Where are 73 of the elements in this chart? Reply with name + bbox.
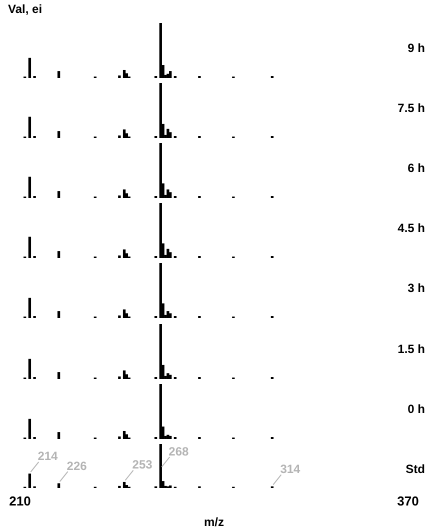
bar: [166, 128, 170, 138]
x-tick-label: 210: [9, 493, 31, 508]
bar: [118, 75, 121, 78]
text: 1.5 h: [398, 342, 425, 356]
annotation: 214: [38, 448, 58, 463]
bar: [57, 251, 60, 258]
bar: [166, 311, 170, 318]
text: 6 h: [408, 161, 425, 176]
bar: [118, 316, 121, 318]
bar: [122, 370, 126, 378]
bar: [159, 384, 162, 439]
bar: [166, 190, 170, 198]
bar: [159, 23, 162, 78]
text: 0 h: [408, 402, 425, 416]
bar: [122, 310, 126, 318]
bar: [169, 436, 172, 439]
bar: [169, 314, 172, 318]
bar: [57, 71, 60, 78]
x-axis-title: m/z: [204, 514, 224, 529]
bar: [57, 372, 60, 378]
bar: [122, 70, 126, 78]
bar: [169, 485, 172, 488]
annotation: 314: [280, 462, 301, 476]
bar: [169, 132, 172, 138]
bar: [166, 249, 170, 258]
bar: [118, 376, 121, 378]
bar: [125, 314, 128, 318]
bar: [125, 374, 128, 378]
bar: [57, 482, 60, 488]
bar: [166, 372, 170, 378]
bar: [57, 131, 60, 138]
bar: [169, 192, 172, 198]
bar: [28, 418, 32, 439]
bar: [169, 374, 172, 378]
bar: [28, 58, 32, 78]
text: 3 h: [408, 281, 425, 296]
bar: [118, 196, 121, 198]
bar: [125, 254, 128, 258]
bar: [57, 191, 60, 198]
text: Std: [406, 462, 425, 476]
bar: [57, 311, 60, 318]
annotation: 253: [132, 457, 153, 472]
text: 9 h: [408, 41, 425, 55]
bar: [169, 252, 172, 258]
bar: [28, 116, 32, 138]
bar: [28, 237, 32, 258]
bar: [57, 432, 60, 439]
bar: [122, 250, 126, 258]
annotation: 268: [168, 444, 189, 458]
bar: [28, 298, 32, 318]
bar: [125, 73, 128, 78]
bar: [122, 430, 126, 439]
bar: [169, 71, 172, 78]
annotation: 226: [66, 458, 88, 473]
bar: [118, 256, 121, 258]
bar: [28, 473, 32, 488]
bar: [28, 358, 32, 378]
bar: [28, 176, 32, 198]
text: 4.5 h: [398, 221, 425, 236]
bar: [118, 436, 121, 439]
bar: [125, 484, 128, 488]
bar: [125, 133, 128, 138]
x-tick-label: 370: [397, 493, 419, 508]
bar: [118, 136, 121, 138]
bar: [125, 434, 128, 439]
bar: [122, 190, 126, 198]
bar: [125, 193, 128, 198]
bar: [122, 482, 126, 488]
text: 7.5 h: [398, 101, 425, 116]
y-axis-title: Val, ei: [8, 2, 42, 16]
bar: [166, 74, 170, 78]
bar: [122, 130, 126, 138]
bar: [159, 444, 162, 488]
